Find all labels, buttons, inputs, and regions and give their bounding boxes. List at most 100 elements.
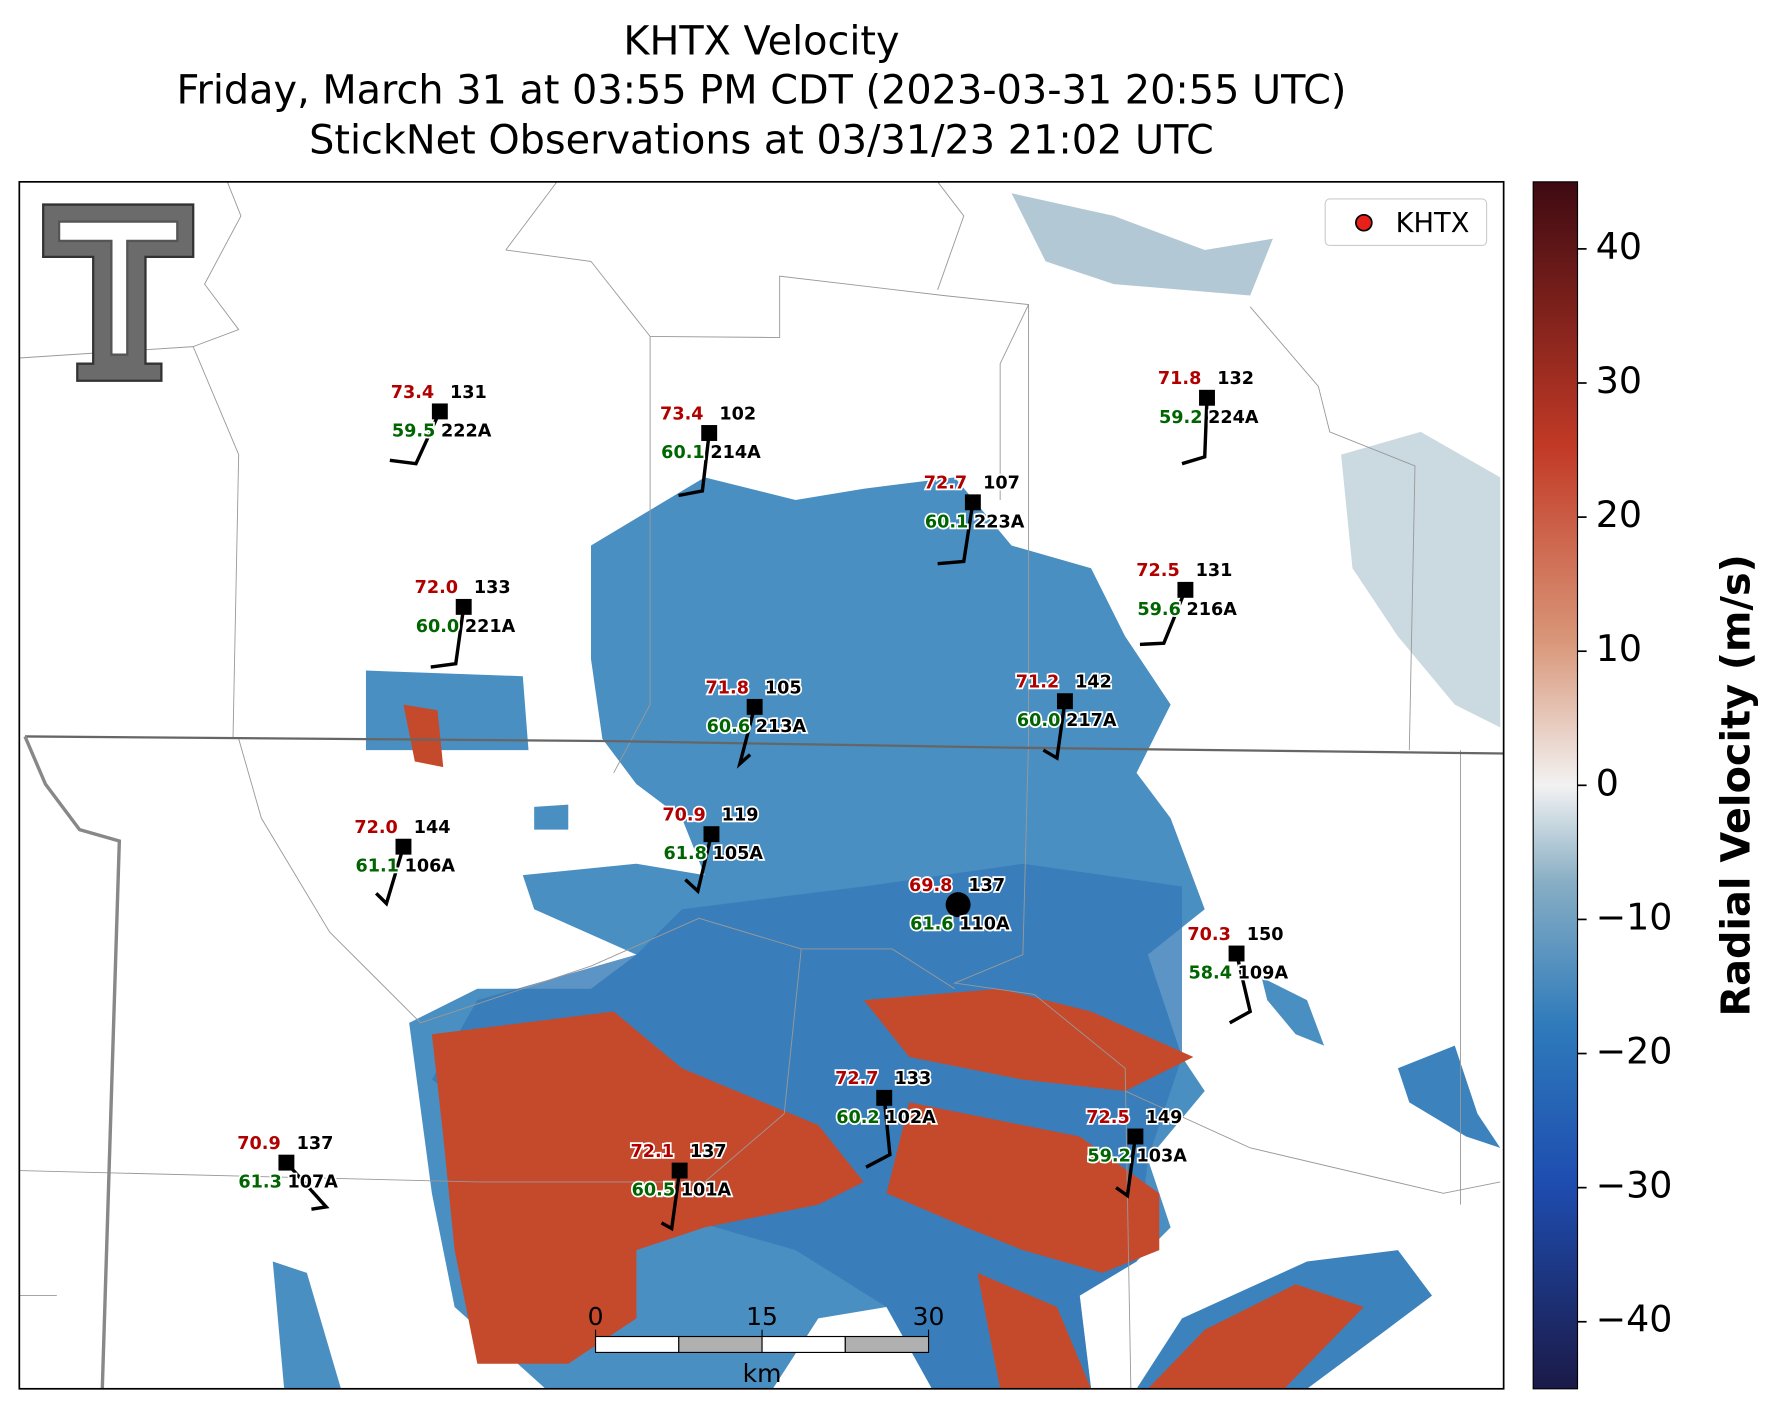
station-value: 132 (1217, 369, 1254, 389)
station-id: 107A (288, 1173, 339, 1193)
colorbar-label: Radial Velocity (m/s) (1713, 554, 1759, 1016)
stations: 73.4 131 59.5 222A 73.4 102 60.1 214A 72.7 107 60.… (236, 367, 1290, 1232)
legend-box (1324, 198, 1488, 247)
scale-unit: km (743, 1359, 782, 1388)
wind-barb (1115, 1136, 1138, 1199)
dewpoint: 60.2 (836, 1108, 879, 1128)
temperature: 72.7 (924, 474, 967, 494)
map: 73.4 131 59.5 222A 73.4 102 60.1 214A 72.7 107 60.… (18, 180, 1505, 1390)
state-lines (23, 735, 1504, 1389)
dewpoint: 61.6 (910, 915, 953, 935)
station-marker (701, 425, 718, 441)
dewpoint: 61.8 (663, 844, 706, 864)
wind-barb (1139, 589, 1187, 647)
station-marker (395, 838, 412, 855)
temperature: 72.0 (354, 818, 397, 838)
legend: KHTX (1324, 198, 1488, 247)
colorbar-tick-label: 30 (1596, 359, 1642, 402)
station-value: 102 (719, 404, 756, 424)
county-lines (19, 181, 1501, 1389)
station-id: 105A (713, 844, 764, 864)
title-line: StickNet Observations at 03/31/23 21:02 … (309, 117, 1214, 163)
scale-tick-label: 0 (588, 1302, 604, 1331)
station-id: 102A (885, 1108, 936, 1128)
station-marker (431, 403, 448, 420)
temperature: 72.0 (415, 578, 458, 598)
dewpoint: 58.4 (1189, 964, 1232, 984)
dewpoint: 60.1 (925, 512, 968, 532)
radar-echoes (272, 193, 1501, 1389)
station-id: 217A (1066, 711, 1117, 731)
scale-segment (678, 1335, 763, 1353)
station-marker (964, 494, 981, 511)
station-id: 216A (1187, 600, 1238, 620)
scale-tick-label: 30 (913, 1302, 945, 1331)
station-value: 150 (1247, 925, 1284, 945)
station-id: 223A (974, 512, 1025, 532)
station-value: 133 (474, 578, 511, 598)
scale-segment (844, 1335, 930, 1353)
wind-barb (374, 846, 406, 907)
station-value: 149 (1146, 1108, 1183, 1128)
colorbar-tick-label: 0 (1596, 761, 1619, 804)
temperature: 70.9 (662, 806, 705, 826)
dewpoint: 59.5 (392, 421, 435, 441)
wind-barb (285, 1161, 330, 1211)
dewpoint: 61.1 (355, 857, 398, 877)
dewpoint: 60.5 (632, 1181, 675, 1201)
temperature: 72.5 (1086, 1108, 1129, 1128)
title-line: Friday, March 31 at 03:55 PM CDT (2023-0… (177, 67, 1347, 113)
temperature: 73.4 (391, 383, 434, 403)
station-marker (746, 698, 763, 715)
station-value: 131 (450, 383, 487, 403)
station-value: 137 (968, 876, 1005, 896)
station-value: 142 (1075, 673, 1112, 693)
wind-barb (937, 502, 975, 566)
station-value: 144 (414, 818, 451, 838)
station-value: 119 (722, 806, 759, 826)
temperature: 69.8 (909, 876, 952, 896)
colorbar-tick-label: −10 (1596, 895, 1673, 938)
scale-tick-label: 15 (746, 1302, 778, 1331)
station-marker (1127, 1128, 1144, 1145)
station-id: 101A (681, 1181, 732, 1201)
station-id: 110A (959, 915, 1010, 935)
wind-barb (736, 706, 757, 769)
station-value: 137 (297, 1134, 334, 1154)
temperature: 73.4 (660, 404, 703, 424)
station-marker (671, 1162, 688, 1179)
wind-barb (389, 410, 442, 466)
wind-barb (684, 833, 714, 895)
station-value: 107 (983, 474, 1020, 494)
wind-barb (660, 1170, 682, 1232)
station-id: 224A (1208, 408, 1259, 428)
wind-barb (1042, 700, 1067, 761)
station-marker (1228, 945, 1245, 962)
radar-site (945, 892, 971, 918)
map-frame (18, 180, 1505, 1390)
temperature: 72.1 (631, 1142, 674, 1162)
colorbar-tick-label: −30 (1596, 1164, 1673, 1207)
temperature: 72.7 (835, 1069, 878, 1089)
station-id: 106A (405, 857, 456, 877)
wind-barb (865, 1097, 892, 1169)
legend-marker (1355, 213, 1373, 232)
temperature: 71.8 (1158, 369, 1201, 389)
dewpoint: 59.2 (1159, 408, 1202, 428)
dewpoint: 60.0 (1017, 711, 1060, 731)
station-id: 103A (1137, 1146, 1188, 1166)
colorbar-tick-label: −20 (1596, 1030, 1673, 1073)
station-marker (278, 1154, 295, 1171)
colorbar: Radial Velocity (m/s) −40 −30 −20 −10 0 10 20 3… (1532, 181, 1759, 1390)
wind-barb (430, 606, 466, 669)
temperature: 70.3 (1187, 925, 1230, 945)
temperature: 71.2 (1016, 673, 1059, 693)
station-marker (1199, 389, 1215, 406)
temperature: 70.9 (237, 1134, 280, 1154)
dewpoint: 60.1 (661, 443, 704, 463)
wind-barb (1228, 953, 1253, 1025)
station-marker (1056, 693, 1073, 710)
dewpoint: 61.3 (238, 1173, 281, 1193)
